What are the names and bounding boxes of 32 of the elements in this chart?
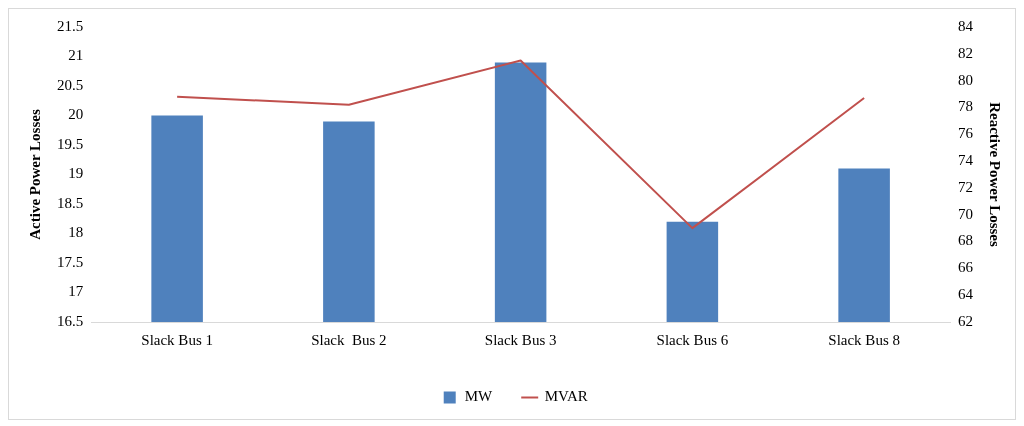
y2-tick-label: 82 xyxy=(958,44,973,61)
y-tick-label: 19.5 xyxy=(57,135,84,152)
y2-axis-title: Reactive Power Losses xyxy=(987,102,1004,247)
y2-tick-label: 68 xyxy=(958,232,973,249)
y-tick-label: 16.5 xyxy=(57,312,84,329)
y-tick-label: 21 xyxy=(68,47,84,64)
y-axis-title: Active Power Losses xyxy=(26,109,43,240)
x-tick-label: Slack Bus 1 xyxy=(141,331,213,348)
y-tick-label: 20 xyxy=(68,106,84,123)
y2-tick-label: 84 xyxy=(958,17,974,34)
y-tick-label: 17 xyxy=(68,283,84,300)
x-tick-label: Slack Bus 6 xyxy=(656,331,729,348)
y2-tick-label: 78 xyxy=(958,98,973,115)
y2-tick-label: 70 xyxy=(958,205,973,222)
y2-tick-label: 76 xyxy=(958,125,974,142)
y-tick-label: 18.5 xyxy=(57,194,84,211)
y-tick-label: 20.5 xyxy=(57,76,84,93)
y2-tick-label: 72 xyxy=(958,178,973,195)
legend-label: MVAR xyxy=(544,388,588,405)
y-tick-label: 21.5 xyxy=(57,17,84,34)
y2-tick-label: 64 xyxy=(958,286,974,303)
legend-label: MW xyxy=(464,388,494,405)
x-tick-label: Slack Bus 8 xyxy=(828,331,900,348)
y2-tick-label: 62 xyxy=(958,312,973,329)
y2-tick-label: 80 xyxy=(958,71,973,88)
y2-tick-label: 74 xyxy=(958,152,974,169)
y-tick-label: 18 xyxy=(68,224,84,241)
x-tick-label: Slack Bus 3 xyxy=(484,331,557,348)
y-tick-label: 17.5 xyxy=(57,253,84,270)
y2-tick-label: 66 xyxy=(958,259,974,276)
y-tick-label: 19 xyxy=(68,165,84,182)
x-tick-label: Slack Bus 2 xyxy=(311,331,387,348)
